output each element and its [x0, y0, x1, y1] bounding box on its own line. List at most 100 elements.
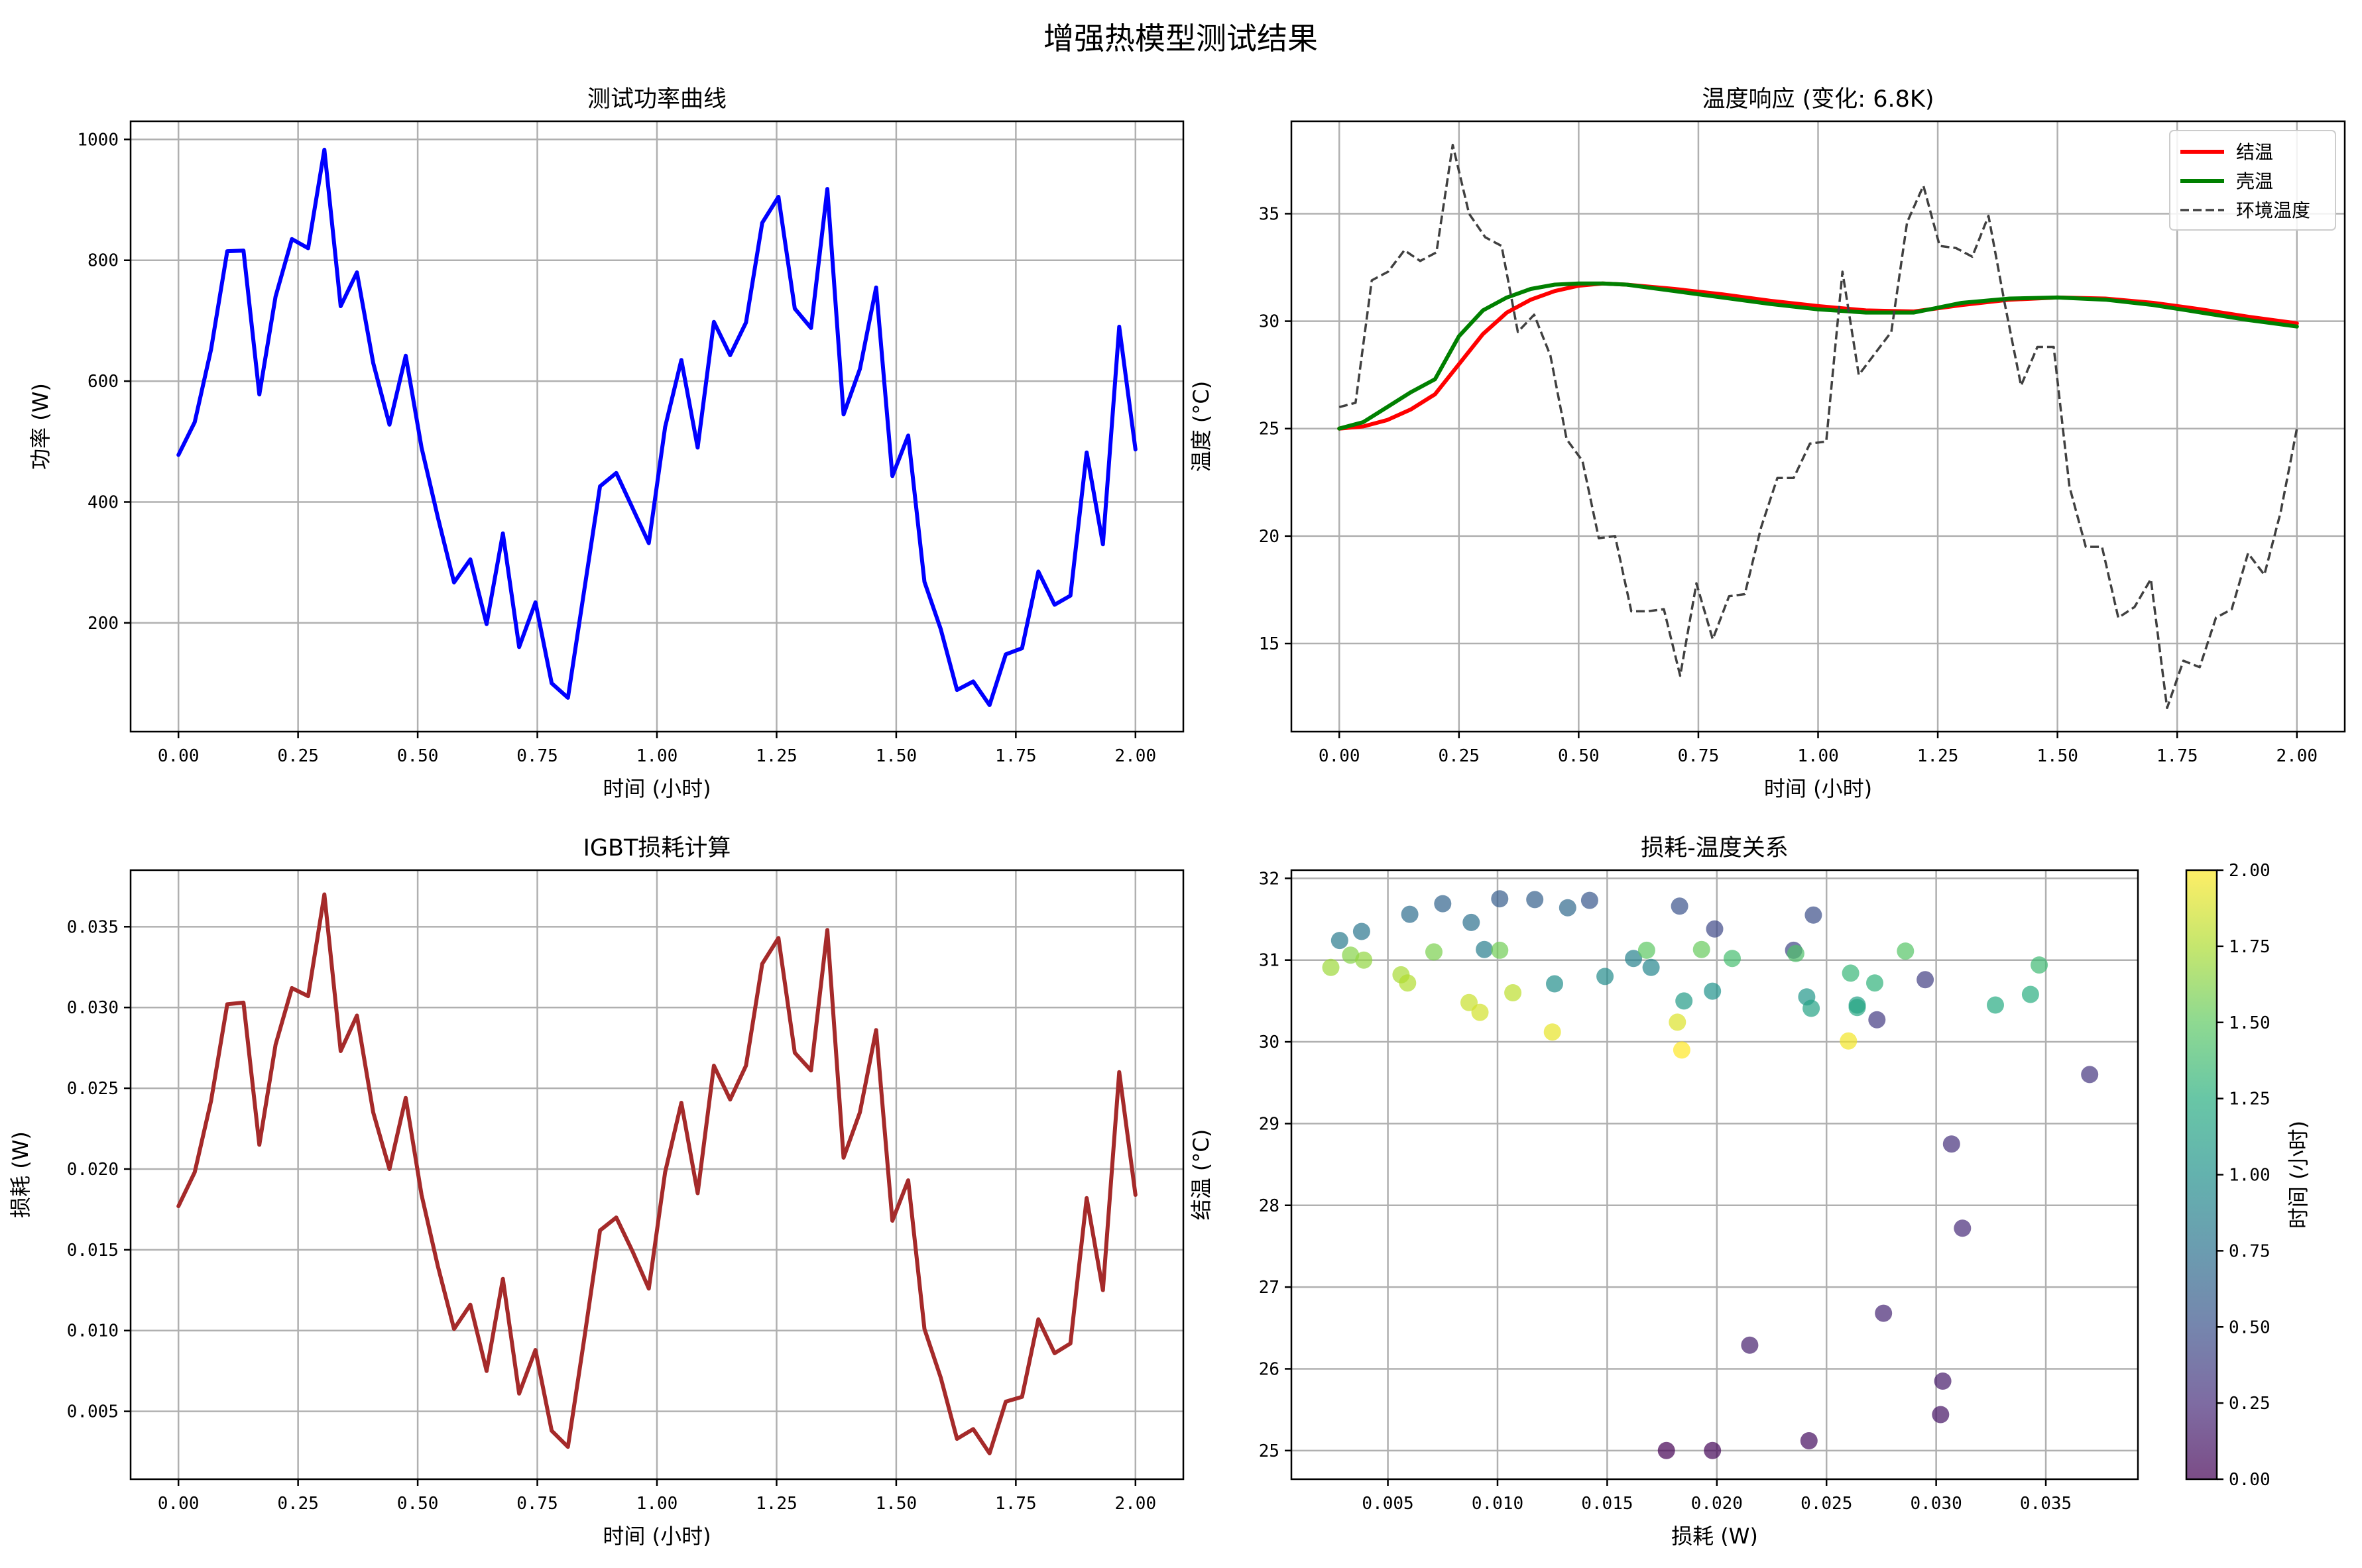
x-tick-label: 1.75 [995, 1494, 1037, 1514]
scatter-point [1669, 1013, 1686, 1031]
scatter-point [1704, 982, 1722, 1000]
chart-3: 0.00 0.25 0.50 0.75 1.00 1.25 1.50 1.75 2.00 0.00… [8, 835, 1185, 1549]
x-tick-label: 1.75 [2156, 746, 2198, 766]
x-tick-label: 0.50 [397, 1494, 439, 1514]
y-tick-label: 29 [1259, 1114, 1279, 1134]
x-tick-label: 0.25 [277, 1494, 319, 1514]
x-tick-label: 0.025 [1801, 1494, 1852, 1514]
scatter-point [1637, 941, 1655, 959]
y-tick-label: 0.025 [67, 1079, 119, 1099]
x-tick-label: 2.00 [1115, 1494, 1157, 1514]
scatter-point [1425, 943, 1443, 961]
scatter-point [1840, 1032, 1858, 1050]
scatter-point [1866, 974, 1883, 992]
x-axis-label: 时间 (小时) [603, 1524, 711, 1549]
x-tick-label: 0.00 [1319, 746, 1360, 766]
legend-frame [2169, 130, 2336, 231]
y-tick-label: 31 [1259, 951, 1279, 971]
scatter-point [1401, 905, 1419, 923]
colorbar-tick-label: 0.00 [2229, 1470, 2271, 1490]
colorbar-tick-label: 1.75 [2229, 937, 2271, 957]
y-tick-label: 28 [1259, 1196, 1279, 1216]
x-tick-label: 2.00 [1115, 746, 1157, 766]
scatter-point [1491, 890, 1509, 908]
scatter-point [2081, 1066, 2099, 1084]
scatter-point [1673, 1041, 1690, 1059]
x-tick-label: 0.25 [1438, 746, 1480, 766]
x-axis-label: 时间 (小时) [1764, 776, 1872, 801]
y-tick-label: 0.005 [67, 1402, 119, 1422]
colorbar-tick-label: 0.25 [2229, 1394, 2271, 1414]
scatter-point [1802, 999, 1820, 1017]
scatter-point [1942, 1135, 1960, 1153]
scatter-point [1342, 946, 1360, 964]
x-tick-label: 0.010 [1472, 1494, 1523, 1514]
y-tick-label: 25 [1259, 1441, 1279, 1461]
scatter-point [1434, 895, 1452, 913]
colorbar-tick-label: 2.00 [2229, 861, 2271, 881]
scatter-point [1675, 992, 1693, 1010]
scatter-point [1706, 920, 1724, 938]
chart-4: 0.005 0.010 0.015 0.020 0.025 0.030 0.035 25 26 2… [1189, 835, 2311, 1549]
chart-title: 测试功率曲线 [587, 86, 727, 113]
scatter-point [1330, 932, 1348, 950]
scatter-point [1471, 1003, 1489, 1021]
x-tick-label: 1.00 [636, 1494, 678, 1514]
chart-title: 温度响应 (变化: 6.8K) [1702, 86, 1934, 113]
scatter-point [1504, 984, 1522, 1001]
y-tick-label: 0.010 [67, 1321, 119, 1341]
scatter-point [1580, 891, 1598, 909]
scatter-point [1804, 906, 1822, 924]
colorbar-tick-label: 0.75 [2229, 1241, 2271, 1261]
colorbar-scale [2185, 869, 2218, 1481]
scatter-point [1917, 971, 1934, 989]
x-tick-label: 2.00 [2276, 746, 2318, 766]
x-tick-label: 0.50 [397, 746, 439, 766]
y-tick-label: 30 [1259, 312, 1279, 332]
scatter-point [1546, 975, 1563, 993]
chart-title: IGBT损耗计算 [583, 835, 731, 862]
x-tick-label: 1.00 [1797, 746, 1839, 766]
scatter-point [1657, 1441, 1675, 1459]
scatter-point [2021, 985, 2039, 1003]
colorbar-tick-label: 1.00 [2229, 1166, 2271, 1186]
scatter-point [1704, 1441, 1722, 1459]
scatter-point [1625, 950, 1643, 968]
colorbar-tick-label: 1.25 [2229, 1090, 2271, 1109]
scatter-point [1934, 1372, 1952, 1390]
scatter-point [1848, 999, 1866, 1017]
colorbar: 0.00 0.25 0.50 0.75 1.00 1.25 1.50 1.75 2.00 时间 (… [2185, 861, 2311, 1490]
y-tick-label: 20 [1259, 527, 1279, 547]
y-axis-label: 功率 (W) [28, 383, 53, 470]
y-tick-label: 1000 [77, 130, 119, 150]
scatter-point [1875, 1304, 1893, 1322]
y-tick-label: 25 [1259, 420, 1279, 439]
x-axis-label: 损耗 (W) [1671, 1524, 1758, 1549]
x-tick-label: 0.75 [1678, 746, 1720, 766]
y-tick-label: 800 [88, 251, 119, 271]
x-tick-label: 1.50 [876, 746, 917, 766]
scatter-point [1987, 996, 2004, 1014]
scatter-point [1868, 1011, 1886, 1029]
x-tick-label: 0.50 [1558, 746, 1600, 766]
x-tick-label: 0.00 [158, 1494, 200, 1514]
scatter-point [1491, 941, 1509, 959]
charts-layer: 0.00 0.25 0.50 0.75 1.00 1.25 1.50 1.75 2.00 200 4… [8, 86, 2346, 1549]
chart-2: 0.00 0.25 0.50 0.75 1.00 1.25 1.50 1.75 2.00 15 20… [1189, 86, 2346, 801]
scatter-point [1671, 897, 1688, 915]
colorbar-tick-label: 0.50 [2229, 1317, 2271, 1337]
scatter-point [1842, 964, 1860, 982]
x-tick-label: 1.50 [2037, 746, 2078, 766]
scatter-point [1596, 968, 1614, 985]
y-axis-label: 温度 (°C) [1189, 381, 1214, 473]
scatter-point [1355, 951, 1373, 969]
scatter-point [1559, 899, 1576, 917]
colorbar-tick-label: 1.50 [2229, 1013, 2271, 1033]
legend-label: 结温 [2236, 141, 2273, 163]
y-tick-label: 30 [1259, 1033, 1279, 1052]
scatter-point [1642, 958, 1660, 976]
chart-1: 0.00 0.25 0.50 0.75 1.00 1.25 1.50 1.75 2.00 200 4… [28, 86, 1185, 801]
x-tick-label: 0.020 [1691, 1494, 1743, 1514]
x-tick-label: 1.00 [636, 746, 678, 766]
